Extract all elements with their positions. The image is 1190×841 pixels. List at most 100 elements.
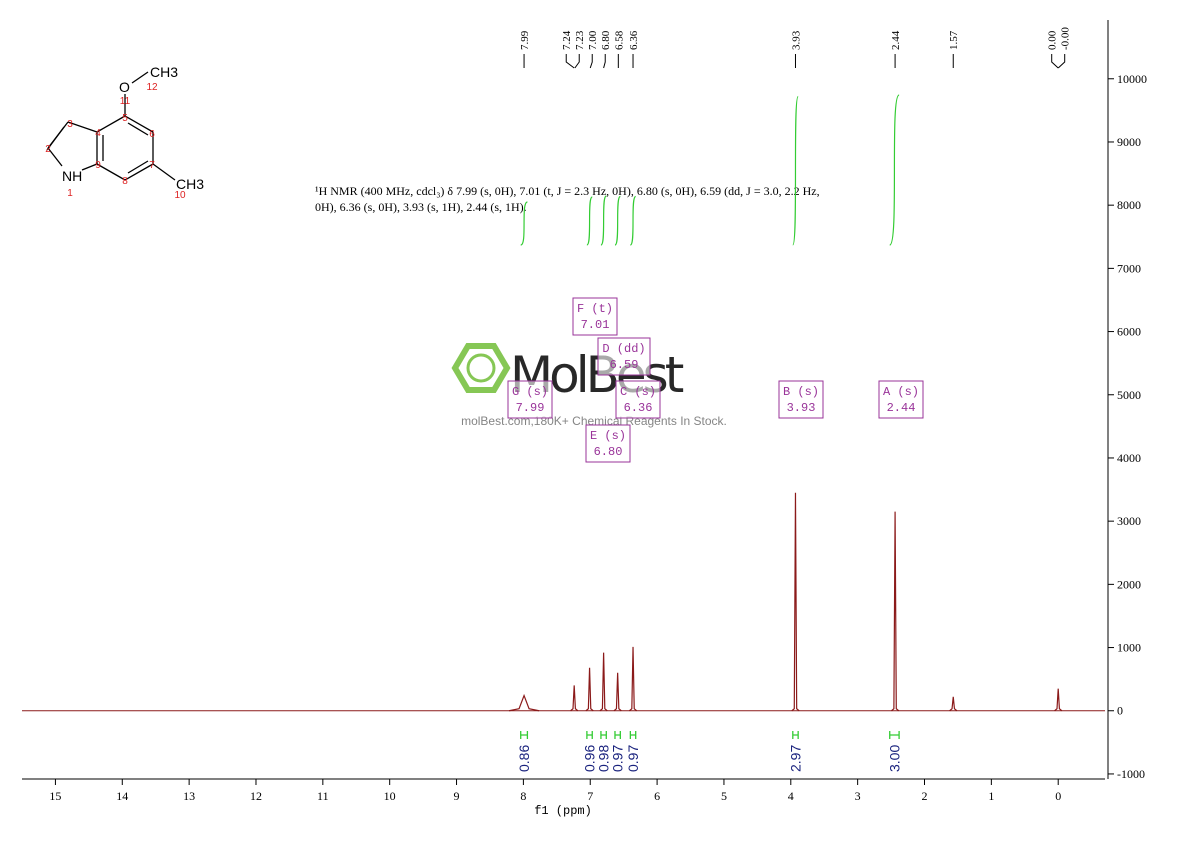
integral-curve [600,195,607,246]
atom-label: CH3 [176,176,204,192]
y-tick-label: 9000 [1117,135,1141,149]
multiplet-shift: 6.80 [594,445,623,459]
peak-label-tick [574,54,580,69]
x-tick-label: 0 [1055,789,1061,803]
bond [96,115,126,133]
peak [891,511,900,712]
y-tick-label: 0 [1117,704,1123,718]
annotation: 0H), 6.36 (s, 0H), 3.93 (s, 1H), 2.44 (s… [315,200,527,214]
atom-number: 2 [45,144,51,155]
peak-label: 6.80 [600,30,612,50]
atom-label: CH3 [150,64,178,80]
y-tick-label: 3000 [1117,514,1141,528]
multiplet-shift: 7.99 [516,401,545,415]
atom-number: 3 [67,119,73,130]
y-tick-label: -1000 [1117,767,1145,781]
peak-label-tick [589,54,593,69]
integral-curve [520,201,528,246]
peak [613,672,622,712]
logo [466,353,496,383]
atom-number: 6 [149,129,155,140]
y-tick-label: 5000 [1117,388,1141,402]
atom-number: 4 [95,128,101,139]
x-tick-label: 11 [317,789,329,803]
integral-range [586,731,593,739]
atom-number: 7 [149,160,155,171]
x-tick-label: 5 [721,789,727,803]
peak-label: 7.24 [561,30,573,50]
x-tick-label: 8 [520,789,526,803]
y-tick-label: 8000 [1117,198,1141,212]
multiplet-shift: 6.36 [624,401,653,415]
peak [949,696,958,712]
multiplet-label: B (s) [783,385,819,399]
bond [127,122,149,136]
multiplet-shift: 7.01 [581,318,610,332]
x-tick-label: 13 [183,789,195,803]
peak [599,652,608,712]
peak-label: 2.44 [890,30,902,50]
multiplet-box [572,297,618,336]
multiplet-label: E (s) [590,429,626,443]
multiplet-label: G (s) [512,385,548,399]
multiplet-box [878,380,924,419]
x-tick-label: 6 [654,789,660,803]
integral-label: 0.98 [596,745,612,772]
x-tick-label: 12 [250,789,262,803]
x-tick-label: 7 [587,789,593,803]
x-tick-label: 1 [988,789,994,803]
integral-label: 3.00 [886,745,902,772]
peak [508,693,540,712]
multiplet-box [778,380,824,419]
bond [81,163,98,171]
atom-number: 5 [122,113,128,124]
peak-label: 7.00 [587,30,599,50]
peak-label: 6.58 [613,30,625,50]
y-tick-label: 10000 [1117,72,1147,86]
y-tick-label: 7000 [1117,261,1141,275]
peak-label: 3.93 [790,30,802,50]
bond [46,126,65,151]
multiplet-label: A (s) [883,385,919,399]
integral-curve [614,195,621,246]
x-tick-label: 9 [454,789,460,803]
bond [131,71,149,84]
peak-label: 0.00 [1047,30,1059,50]
peak [570,685,579,712]
integral-label: 0.97 [625,745,641,772]
integral-range [629,731,637,739]
multiplet-box [507,380,553,419]
peak-label-tick [1057,54,1066,69]
multiplet-shift: 6.59 [610,358,639,372]
integral-range [614,731,621,739]
atom-number: 8 [122,176,128,187]
x-axis-label: f1 (ppm) [534,804,592,818]
peak-label: 7.23 [574,30,586,50]
bond [124,163,154,181]
peak-label-tick [565,54,575,69]
integral-curve [586,196,593,246]
atom-label: NH [62,168,82,184]
integral-range [520,731,529,739]
integral-curve [792,95,799,246]
integral-label: 2.97 [787,745,803,772]
peak [629,646,638,712]
atom-number: 9 [95,160,101,171]
multiplet-shift: 2.44 [887,401,916,415]
peak [1054,688,1063,712]
bond [96,163,126,181]
atom-number: 10 [174,190,186,201]
bond [47,147,63,167]
x-tick-label: 10 [384,789,396,803]
integral-label: 0.86 [516,745,532,772]
integral-range [600,731,607,739]
annotation: ¹H NMR (400 MHz, cdcl₃) δ 7.99 (s, 0H), … [315,184,820,198]
bond [152,163,176,181]
peak-label: -0.00 [1060,27,1072,50]
watermark: MolBest molBest.com,180K+ Chemical Reage… [451,343,727,428]
bond [127,160,149,174]
y-tick-label: 6000 [1117,325,1141,339]
x-tick-label: 3 [855,789,861,803]
integral-label: 0.97 [610,745,626,772]
